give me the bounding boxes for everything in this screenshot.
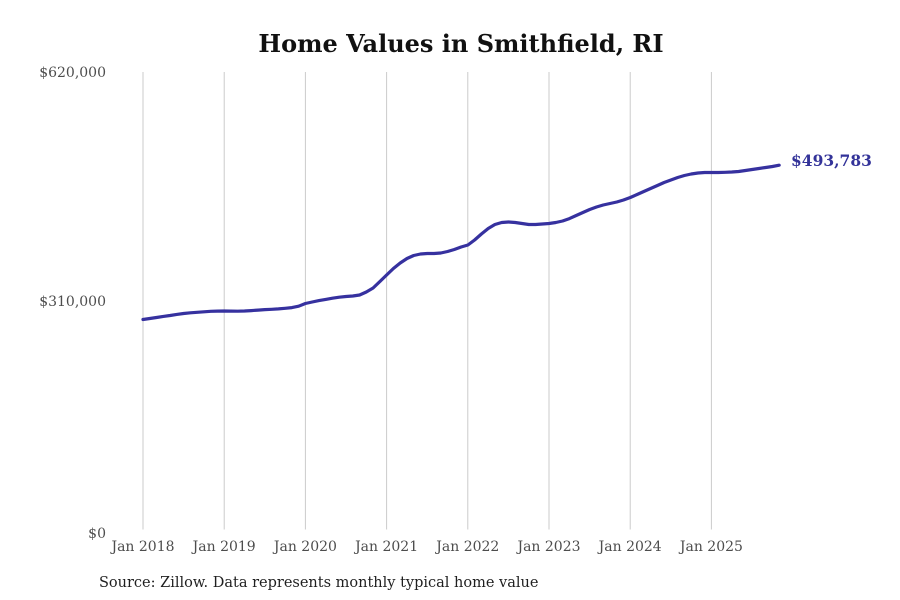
current-value-label: $493,783 xyxy=(791,151,872,170)
x-tick-jan-2018: Jan 2018 xyxy=(109,539,174,555)
x-tick-jan-2023: Jan 2023 xyxy=(515,539,580,555)
y-tick-620000: $620,000 xyxy=(39,65,106,81)
chart-title: Home Values in Smithfield, RI xyxy=(258,29,663,58)
y-tick-0: $0 xyxy=(88,526,106,542)
home-value-line xyxy=(141,163,781,322)
x-tick-jan-2019: Jan 2019 xyxy=(191,539,256,555)
y-axis-labels: $620,000 $310,000 $0 xyxy=(39,65,106,542)
source-note: Source: Zillow. Data represents monthly … xyxy=(99,575,538,591)
x-tick-jan-2024: Jan 2024 xyxy=(597,539,662,555)
y-tick-310000: $310,000 xyxy=(39,294,106,310)
vertical-gridlines xyxy=(142,72,712,530)
x-tick-jan-2020: Jan 2020 xyxy=(272,539,337,555)
x-tick-jan-2022: Jan 2022 xyxy=(434,539,499,555)
x-tick-jan-2021: Jan 2021 xyxy=(353,539,418,555)
x-axis-labels: Jan 2018 Jan 2019 Jan 2020 Jan 2021 Jan … xyxy=(109,539,742,555)
x-tick-jan-2025: Jan 2025 xyxy=(678,539,743,555)
